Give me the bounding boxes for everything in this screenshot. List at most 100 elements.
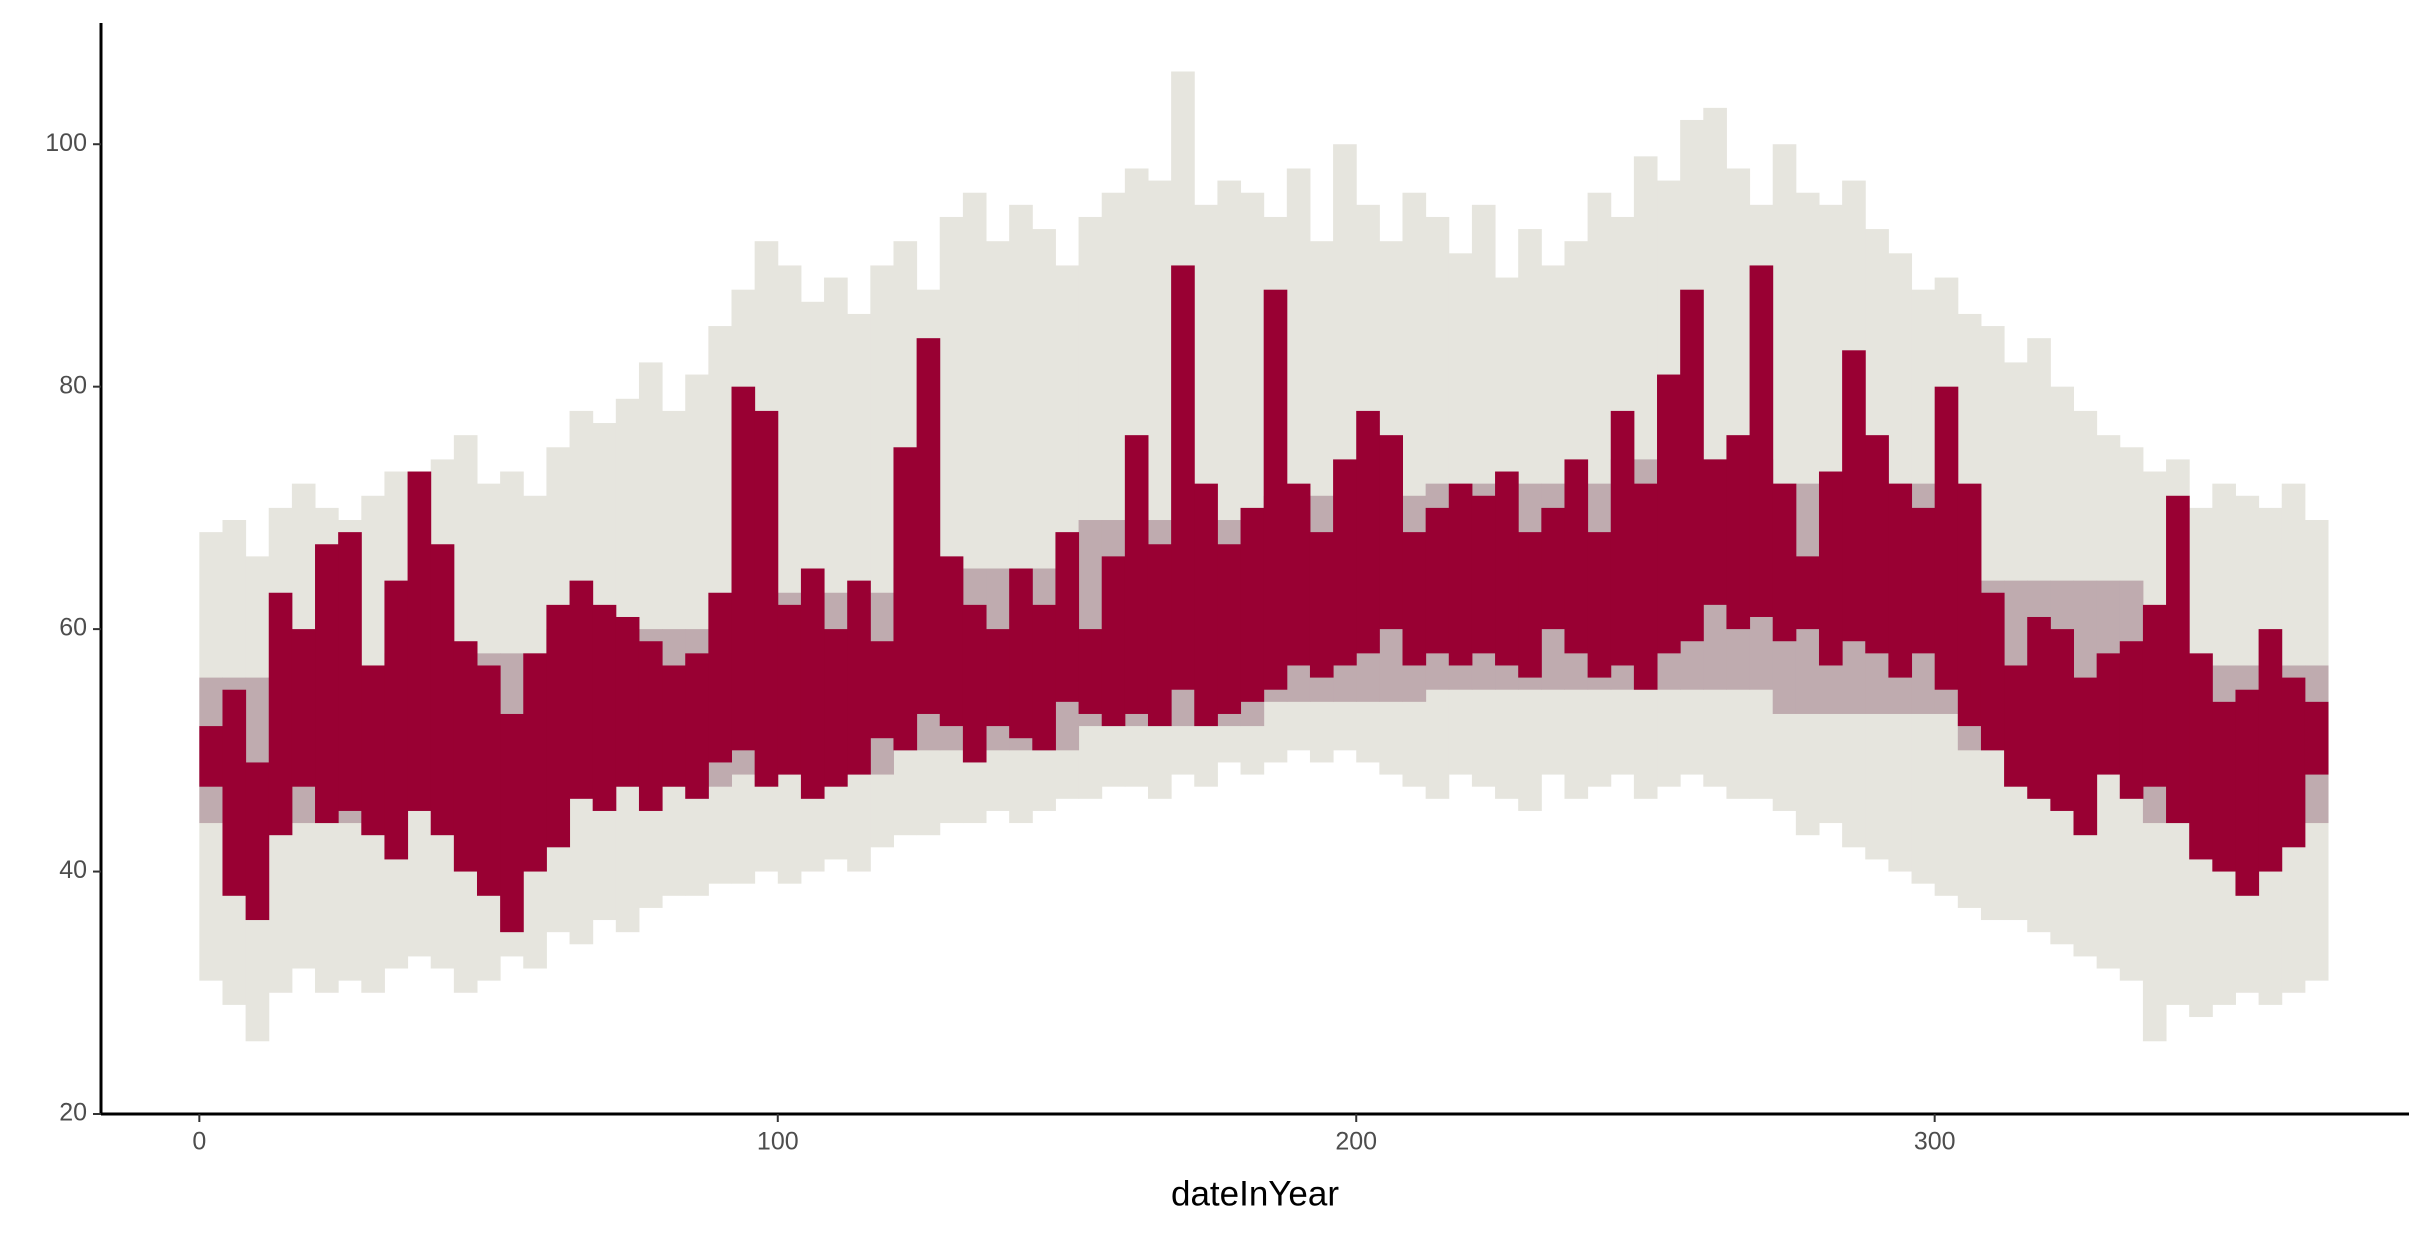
range-bar	[592, 604, 617, 811]
range-bar	[1333, 459, 1357, 666]
range-bar	[315, 544, 339, 824]
range-bar	[870, 641, 894, 739]
range-bar	[731, 386, 756, 751]
range-bar	[1495, 471, 1519, 666]
range-bar	[2096, 653, 2121, 775]
range-bar	[222, 689, 247, 896]
range-bar	[1309, 532, 1334, 678]
range-bar	[291, 629, 316, 787]
range-bar	[1009, 568, 1033, 739]
range-bar	[893, 447, 918, 751]
range-bar	[824, 629, 848, 787]
range-bar	[2281, 677, 2306, 848]
range-bar	[2142, 604, 2167, 787]
y-tick-label: 100	[45, 129, 87, 157]
range-bar	[2235, 689, 2260, 896]
range-bar	[1842, 350, 1866, 642]
range-bar	[407, 471, 432, 811]
range-bar	[338, 532, 362, 811]
range-bar	[754, 410, 779, 787]
range-bar	[1055, 532, 1080, 702]
range-bar	[1564, 459, 1589, 654]
range-bar	[916, 338, 941, 714]
range-bar	[1124, 435, 1149, 714]
range-bar	[708, 592, 733, 763]
range-bar	[2258, 629, 2283, 872]
y-tick-label: 20	[59, 1099, 87, 1127]
range-bar	[245, 762, 270, 921]
range-bar	[1957, 483, 1982, 727]
range-bar	[1541, 507, 1565, 630]
range-bar	[1402, 532, 1427, 666]
range-bar	[1795, 556, 1820, 630]
range-bar	[685, 653, 709, 799]
range-bar	[523, 653, 547, 872]
range-bar	[268, 592, 293, 836]
range-bar	[199, 726, 223, 787]
range-bar	[1587, 532, 1612, 678]
range-bar	[1818, 471, 1843, 666]
x-tick-label: 300	[1914, 1128, 1956, 1156]
range-bar	[1032, 604, 1056, 751]
range-bar	[615, 616, 640, 787]
range-bar	[1610, 410, 1635, 666]
range-bar	[384, 580, 409, 860]
range-bar	[1286, 483, 1311, 666]
range-bar	[1726, 435, 1751, 630]
range-bar	[1980, 592, 2005, 751]
range-bar	[361, 665, 385, 836]
range-bar	[546, 604, 571, 848]
range-bar	[2166, 495, 2190, 824]
range-bar	[1749, 265, 1774, 617]
range-bar	[638, 641, 663, 811]
range-bar	[777, 265, 802, 884]
range-bar	[2304, 701, 2329, 775]
range-bar	[777, 604, 802, 775]
range-bar	[569, 580, 594, 799]
range-bar	[1147, 544, 1172, 727]
y-tick-label: 60	[59, 614, 87, 642]
range-bar	[1680, 289, 1704, 642]
range-bar	[1240, 507, 1265, 702]
y-tick-label: 80	[59, 371, 87, 399]
range-bar	[2073, 677, 2098, 836]
range-bar	[962, 604, 987, 763]
range-bar	[500, 713, 524, 933]
range-bar	[1194, 483, 1218, 727]
range-bar	[1518, 532, 1542, 678]
range-bar	[430, 544, 455, 836]
range-bar	[1471, 495, 1496, 654]
range-bar	[1448, 483, 1473, 666]
y-tick-label: 40	[59, 856, 87, 884]
range-bar	[1356, 410, 1380, 654]
range-bar	[2027, 616, 2051, 799]
range-bar	[1217, 544, 1242, 714]
x-tick-label: 200	[1335, 1128, 1377, 1156]
range-bar	[939, 556, 964, 727]
range-bar	[2050, 629, 2075, 811]
range-bar	[2212, 701, 2236, 872]
range-bar	[1911, 507, 1936, 654]
range-bar	[1934, 386, 1959, 690]
range-bar	[986, 629, 1010, 727]
range-bar	[453, 641, 478, 872]
range-bar	[476, 665, 501, 896]
range-bar	[1703, 459, 1727, 605]
range-bar	[1171, 265, 1195, 690]
range-bar	[2189, 653, 2213, 860]
range-bar	[1888, 483, 1913, 678]
range-bar	[1101, 556, 1126, 727]
range-bar	[800, 568, 825, 799]
range-bar	[1078, 629, 1103, 714]
range-bar	[1657, 374, 1681, 654]
range-bar	[2004, 665, 2028, 787]
x-tick-label: 100	[757, 1128, 799, 1156]
range-bar	[662, 665, 686, 787]
range-bar	[1772, 483, 1797, 642]
range-bar	[847, 580, 871, 775]
range-bar	[1379, 435, 1404, 630]
range-bar	[1633, 483, 1658, 690]
x-axis-label: dateInYear	[1171, 1174, 1339, 1213]
range-bar	[1263, 289, 1288, 690]
